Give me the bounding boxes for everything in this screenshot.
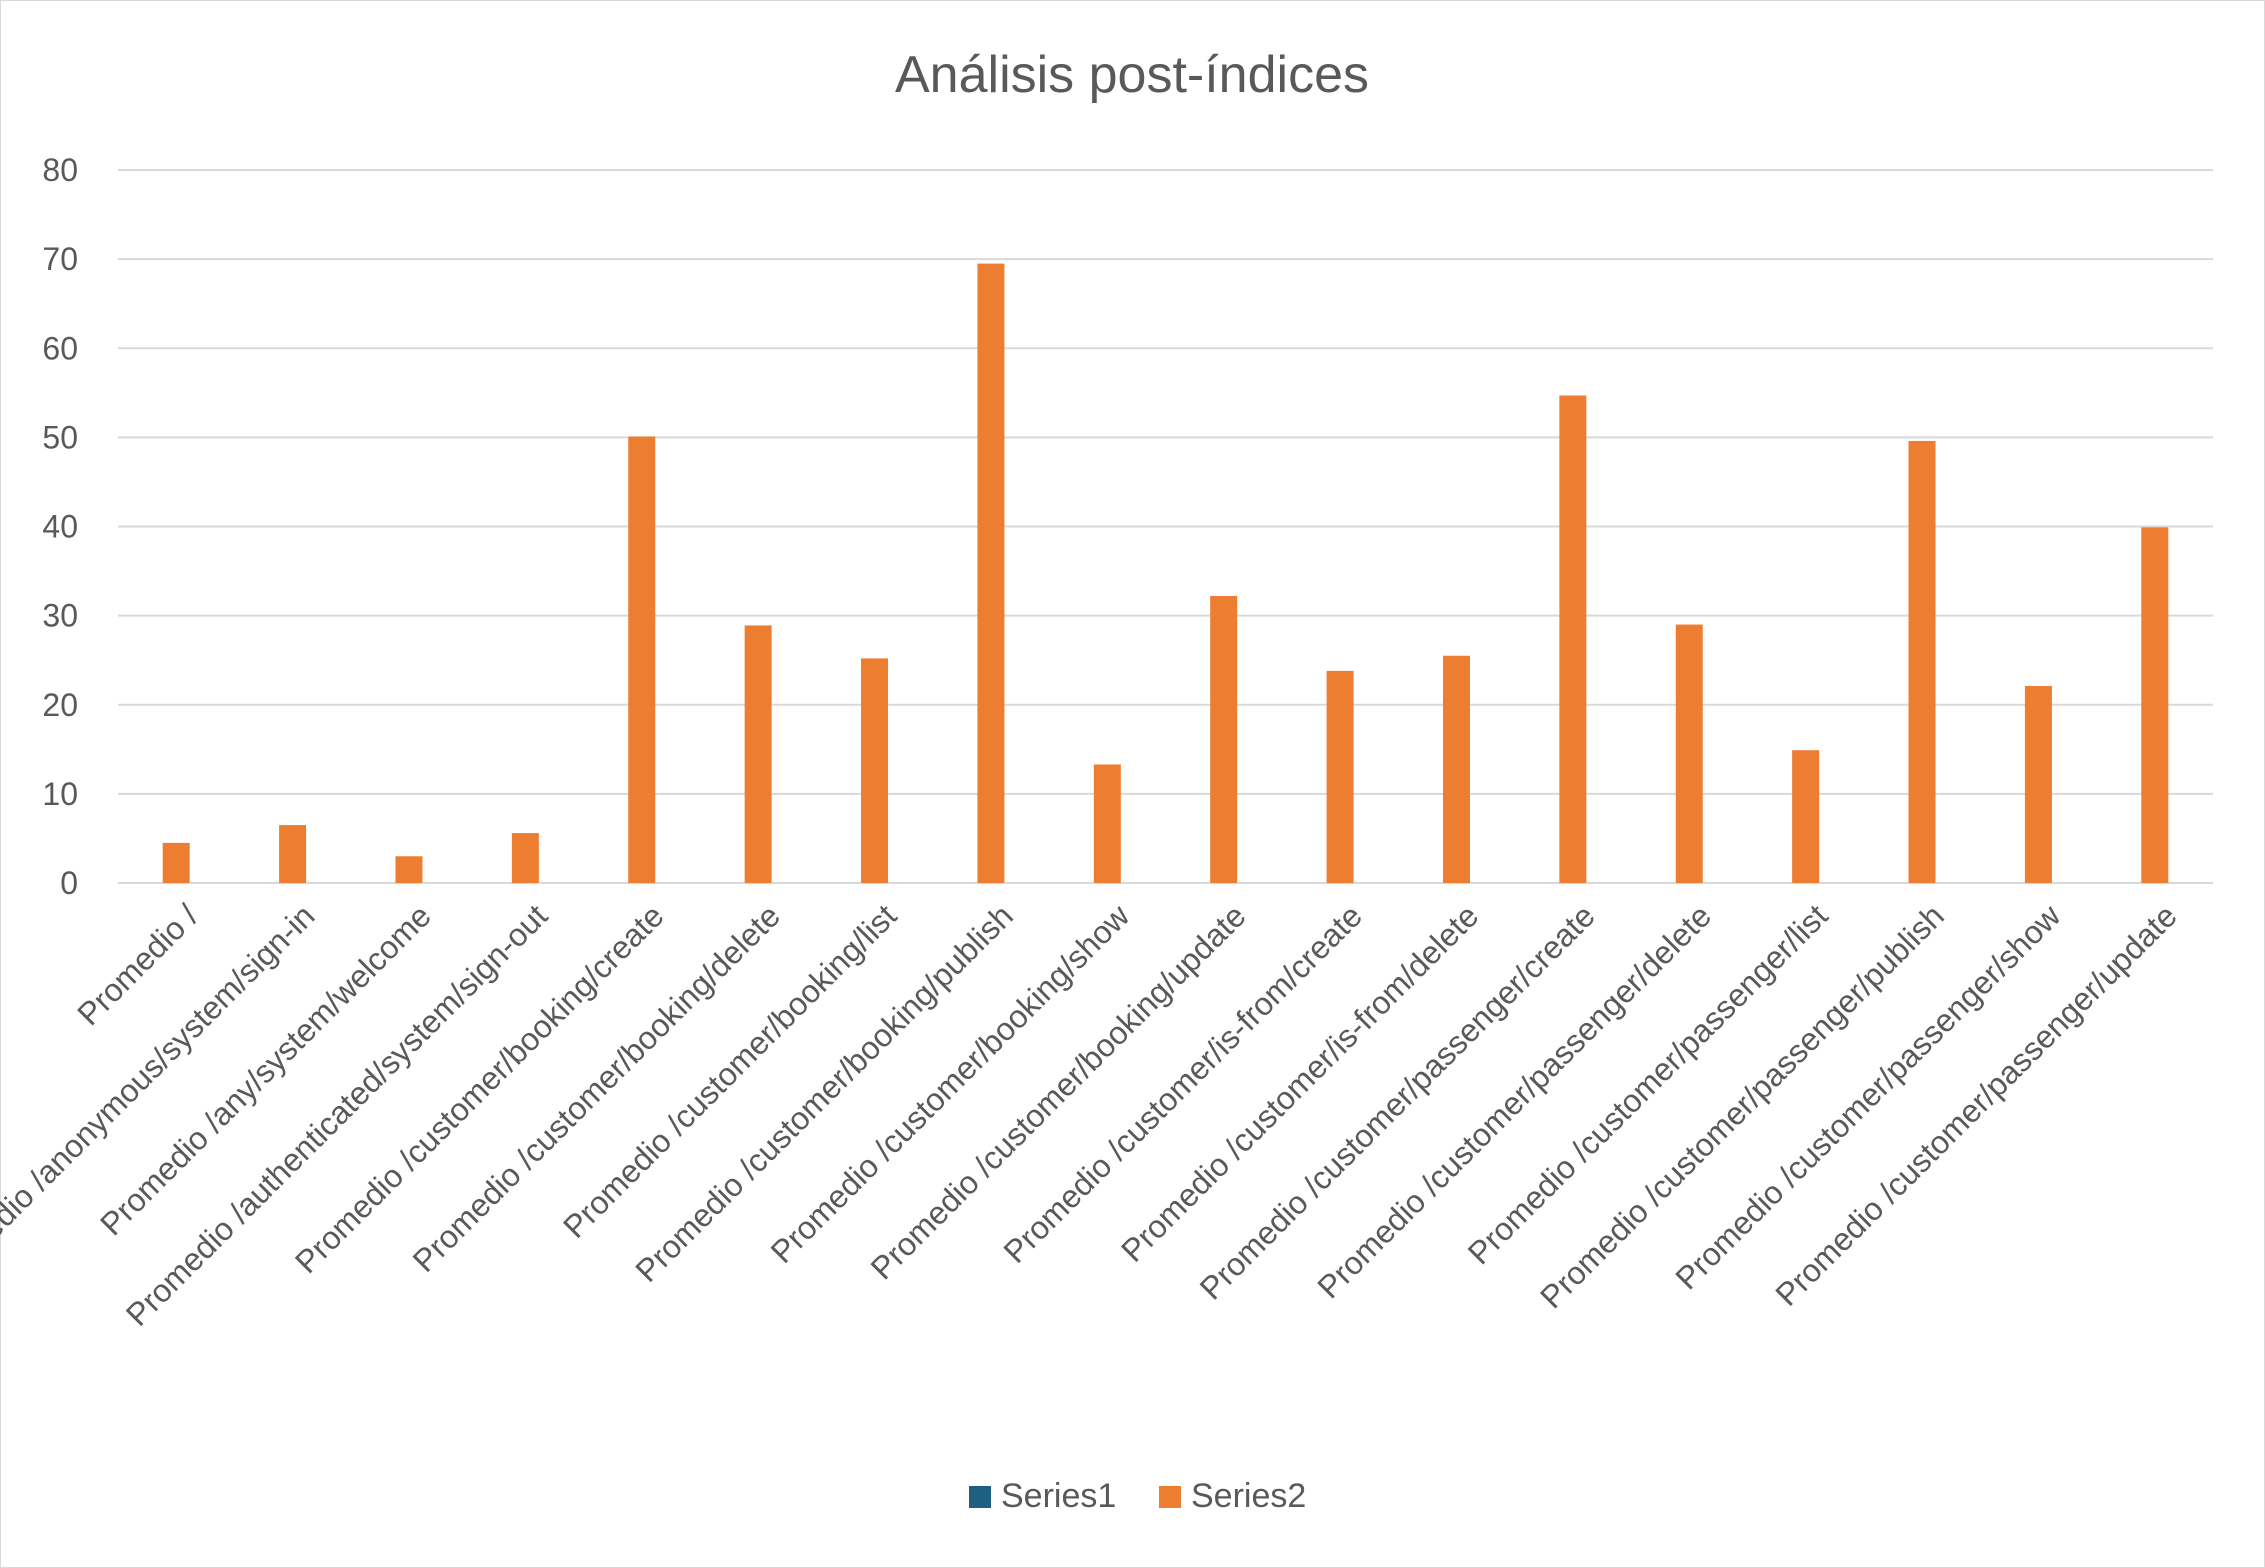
bars (162, 263, 2169, 883)
legend-label-series2: Series2 (1191, 1477, 1306, 1515)
x-tick-label: Promedio /authenticated/system/sign-out (119, 897, 555, 1333)
y-tick-label: 80 (42, 152, 78, 188)
legend: Series1 Series2 (969, 1477, 1306, 1515)
y-tick-label: 10 (42, 776, 78, 812)
bar-series2 (2141, 527, 2169, 883)
bar-series2 (977, 263, 1005, 883)
legend-swatch-series1 (969, 1486, 991, 1508)
chart-title: Análisis post-índices (895, 46, 1369, 104)
legend-label-series1: Series1 (1001, 1477, 1116, 1515)
bar-series2 (1442, 655, 1470, 883)
x-tick-label: Promedio /customer/passenger/update (1768, 897, 2183, 1312)
bar-series2 (162, 842, 190, 883)
bar-series2 (395, 856, 423, 883)
bar-series2 (1792, 750, 1820, 883)
x-tick-label: Promedio /customer/passenger/publish (1533, 897, 1951, 1315)
gridlines (118, 169, 2213, 884)
bar-series2 (1326, 670, 1354, 883)
y-tick-label: 30 (42, 598, 78, 634)
y-tick-label: 50 (42, 419, 78, 455)
bar-series2 (1908, 440, 1936, 883)
legend-swatch-series2 (1159, 1486, 1181, 1508)
bar-series2 (279, 825, 307, 883)
bar-series2 (744, 625, 772, 883)
y-tick-label: 60 (42, 330, 78, 366)
y-tick-label: 0 (60, 865, 78, 901)
y-tick-label: 40 (42, 509, 78, 545)
y-tick-label: 70 (42, 241, 78, 277)
bar-series2 (511, 833, 539, 883)
bar-series2 (1559, 395, 1587, 883)
bar-series2 (1093, 764, 1121, 883)
y-axis-ticks: 0 10 20 30 40 50 60 70 80 (42, 152, 78, 901)
bar-series2 (861, 658, 889, 883)
bar-series2 (1210, 596, 1238, 883)
x-axis-ticks: Promedio /Promedio /anonymous/system/sig… (0, 897, 2184, 1333)
bar-series2 (1675, 624, 1703, 883)
bar-series2 (2024, 686, 2052, 883)
bar-series2 (628, 436, 656, 883)
y-tick-label: 20 (42, 687, 78, 723)
